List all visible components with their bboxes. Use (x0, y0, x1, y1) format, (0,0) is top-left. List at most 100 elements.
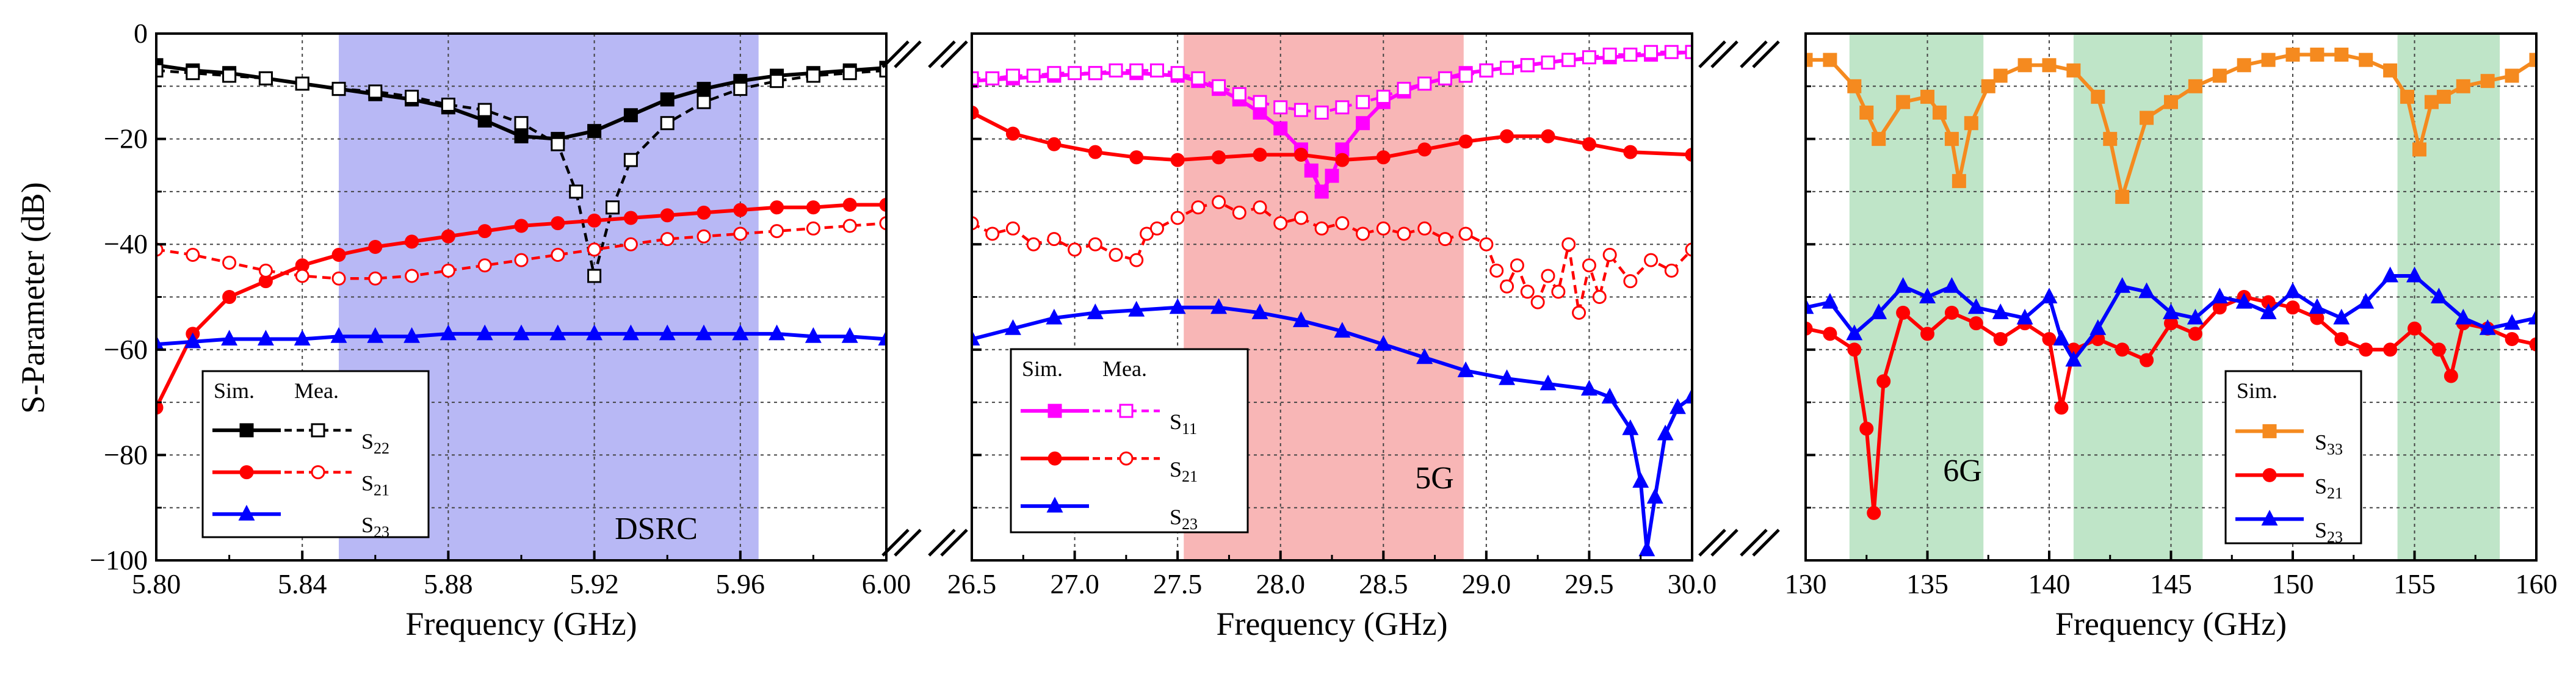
legend-sim-marker (1046, 496, 1063, 513)
data-point (2103, 132, 2118, 146)
x-tick-label: 27.0 (1050, 568, 1099, 599)
data-point (2237, 58, 2251, 73)
x-tick-label: 27.5 (1153, 568, 1203, 599)
data-point (1489, 263, 1504, 278)
x-tick-label: 130 (1785, 568, 1827, 599)
data-point (1212, 150, 1226, 165)
data-point (1191, 71, 1206, 85)
data-point (1335, 216, 1350, 231)
data-point (1500, 60, 1514, 75)
data-point (514, 219, 529, 233)
data-point (1920, 90, 1934, 104)
series-dsrc-4 (156, 324, 886, 351)
data-point (476, 324, 493, 341)
axis-break-mark (1752, 40, 1780, 68)
axis-break-mark (928, 40, 956, 68)
data-point (513, 324, 530, 341)
data-point (1325, 168, 1339, 183)
axis-break-mark (940, 529, 968, 557)
data-point (660, 232, 675, 247)
data-point (1314, 105, 1329, 120)
data-point (659, 324, 676, 341)
data-point (2285, 300, 2300, 315)
data-point (2505, 68, 2519, 83)
data-point (985, 226, 1000, 241)
data-point (1212, 195, 1226, 209)
data-point (1088, 145, 1102, 159)
data-point (660, 208, 675, 223)
data-point (2187, 308, 2204, 325)
data-point (1623, 274, 1638, 289)
data-point (477, 103, 492, 117)
data-point (972, 105, 979, 120)
y-tick-label: −80 (104, 439, 148, 470)
data-point (1499, 369, 1516, 385)
panel-5g: 26.5 27.0 27.5 28.0 28.5 29.0 29.5 30.0 Frequenc… (947, 32, 1717, 642)
data-point (1952, 174, 1966, 189)
data-point (1026, 68, 1041, 83)
data-point (1335, 153, 1350, 167)
data-point (2333, 308, 2350, 325)
data-point (1334, 322, 1351, 338)
data-point (1539, 374, 1557, 391)
data-point (1993, 68, 2008, 83)
data-point (2430, 288, 2447, 303)
data-point (1068, 242, 1082, 257)
data-point (514, 116, 529, 131)
data-point (1304, 163, 1319, 178)
data-point (1964, 116, 1978, 131)
data-point (1292, 311, 1309, 327)
data-point (1602, 48, 1617, 62)
data-point (985, 71, 1000, 85)
data-point (2334, 48, 2349, 62)
data-point (1623, 145, 1638, 159)
axis-break-mark (1740, 529, 1768, 557)
data-point (2529, 52, 2536, 67)
data-point (184, 332, 201, 349)
x-tick-label: 29.0 (1462, 568, 1511, 599)
y-axis-label: S-Parameter (dB) (15, 182, 51, 413)
legend-sim-marker (1047, 451, 1062, 466)
data-point (1417, 142, 1432, 157)
data-point (1314, 221, 1329, 236)
data-point (806, 200, 820, 215)
data-point (2431, 342, 2446, 357)
x-tick-label: 135 (1906, 568, 1948, 599)
data-point (222, 68, 237, 83)
data-point (733, 226, 748, 241)
data-point (2089, 319, 2107, 335)
data-point (1232, 87, 1246, 101)
data-point (1847, 342, 1862, 357)
series-5g-4 (972, 298, 1692, 557)
data-point (1005, 126, 1020, 141)
data-point (2408, 321, 2422, 336)
data-point (222, 255, 237, 270)
data-point (331, 271, 346, 286)
data-point (1273, 216, 1288, 231)
data-point (1149, 221, 1164, 236)
data-point (1047, 232, 1062, 247)
data-point (2041, 288, 2058, 303)
data-point (1520, 58, 1535, 73)
legend-sim-marker (239, 465, 254, 480)
data-point (879, 63, 886, 78)
data-point (2383, 63, 2398, 78)
data-point (623, 211, 638, 225)
data-point (2310, 48, 2325, 62)
data-point (441, 98, 455, 112)
data-point (1500, 279, 1514, 294)
data-point (2444, 369, 2458, 383)
data-point (1458, 134, 1473, 149)
series-group-5g (972, 45, 1692, 557)
data-point (1210, 298, 1228, 314)
panel-dsrc: 5.80 5.84 5.88 5.92 5.96 6.00 Frequency (GHz) 0… (90, 18, 911, 642)
axis-break-mark (881, 40, 910, 68)
data-point (1669, 398, 1686, 414)
data-point (1859, 105, 1874, 120)
data-point (1335, 100, 1350, 115)
data-point (2334, 332, 2349, 347)
data-point (441, 263, 455, 278)
data-point (440, 324, 457, 341)
